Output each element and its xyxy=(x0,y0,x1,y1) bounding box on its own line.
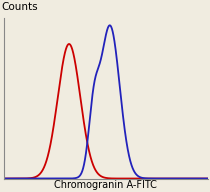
Text: Counts: Counts xyxy=(2,2,38,12)
X-axis label: Chromogranin A-FITC: Chromogranin A-FITC xyxy=(54,180,157,190)
